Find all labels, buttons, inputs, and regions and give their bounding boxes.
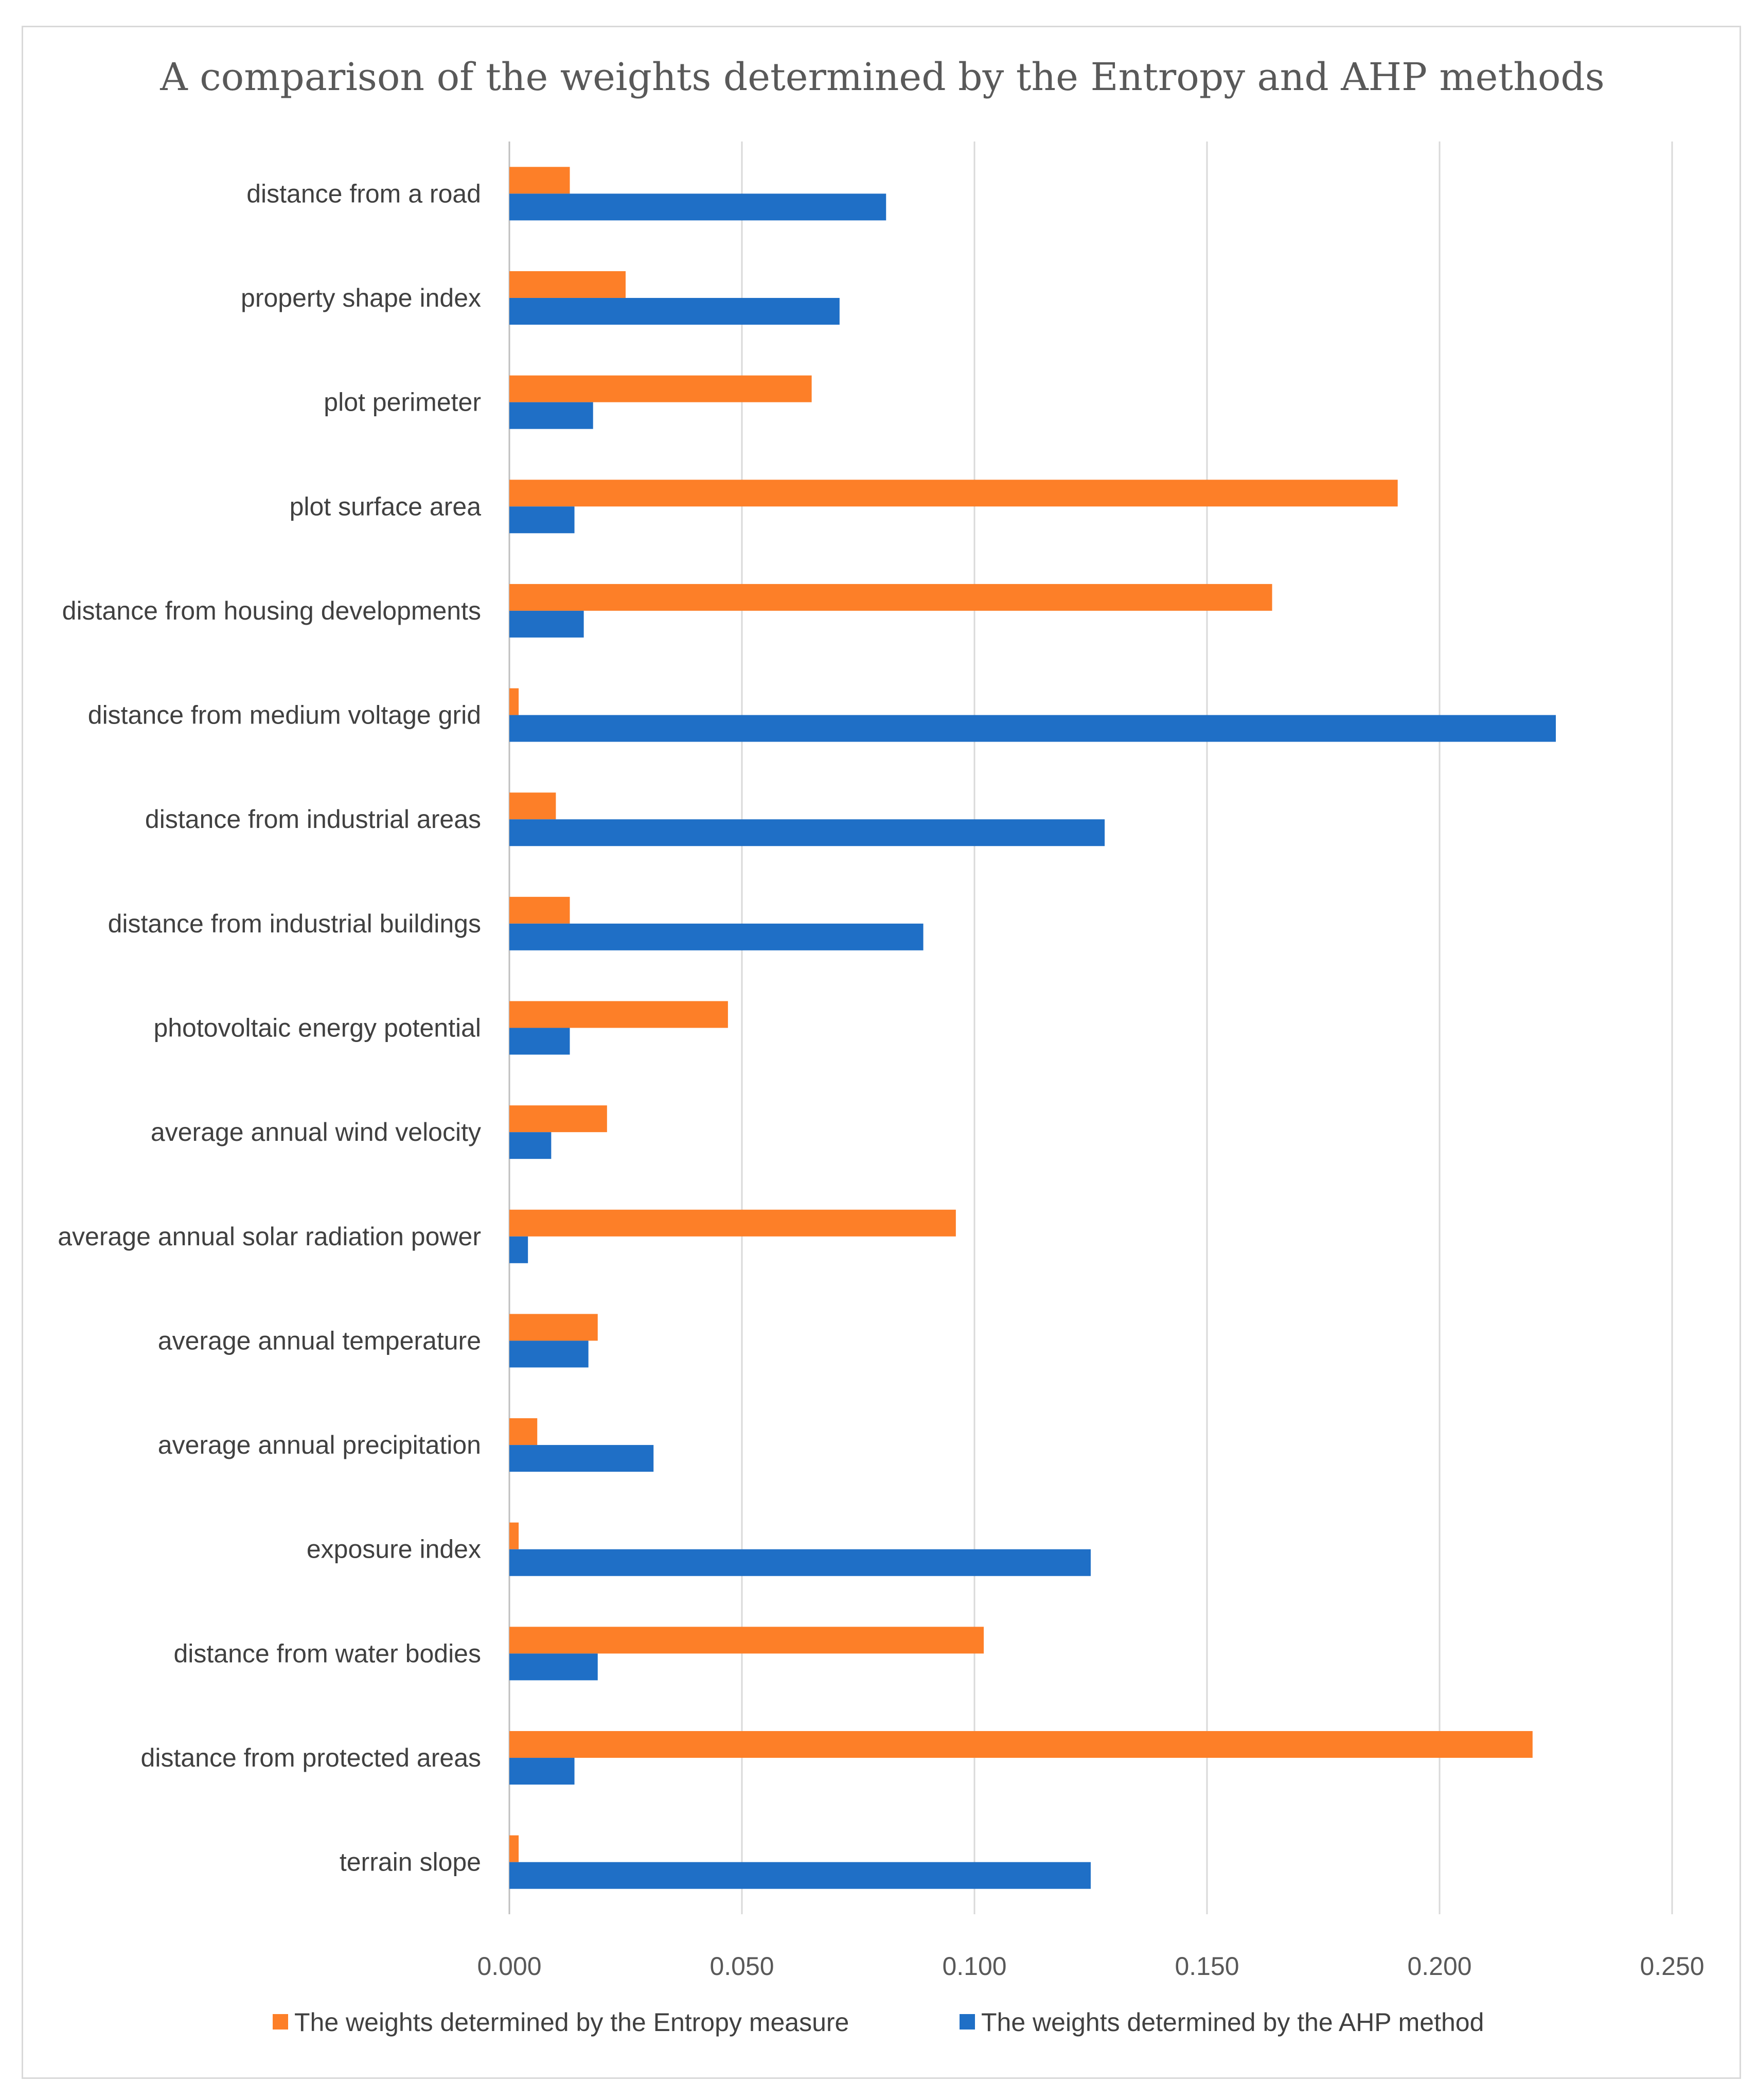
x-tick-labels: 0.000 0.050 0.100 0.150 0.200 0.250 — [477, 1952, 1704, 1981]
legend-swatch — [273, 2014, 288, 2030]
bar-entropy — [509, 167, 570, 194]
bar-entropy — [509, 584, 1272, 611]
category-label: average annual solar radiation power — [58, 1222, 481, 1251]
bar-entropy — [509, 1001, 728, 1028]
x-tick-label: 0.250 — [1640, 1952, 1704, 1981]
category-label: distance from medium voltage grid — [88, 701, 481, 730]
category-label: distance from protected areas — [141, 1743, 481, 1772]
bars — [509, 167, 1556, 1889]
x-tick-label: 0.000 — [477, 1952, 541, 1981]
bar-entropy — [509, 1522, 519, 1549]
legend-label: The weights determined by the Entropy me… — [294, 2008, 849, 2037]
category-label: distance from housing developments — [62, 596, 481, 625]
bar-ahp — [509, 193, 886, 221]
bar-entropy — [509, 375, 812, 402]
bar-entropy — [509, 1627, 984, 1654]
bar-ahp — [509, 1653, 598, 1681]
category-label: distance from industrial areas — [145, 805, 481, 834]
bar-ahp — [509, 1758, 575, 1785]
bar-ahp — [509, 715, 1556, 742]
legend: The weights determined by the Entropy me… — [273, 2008, 1484, 2037]
legend-label: The weights determined by the AHP method — [981, 2008, 1484, 2037]
legend-swatch — [960, 2014, 975, 2030]
bar-entropy — [509, 480, 1398, 507]
bar-entropy — [509, 1731, 1533, 1758]
x-tick-label: 0.100 — [942, 1952, 1006, 1981]
category-label: plot perimeter — [324, 388, 481, 417]
category-label: distance from a road — [246, 179, 481, 208]
category-label: distance from water bodies — [173, 1639, 481, 1668]
x-tick-label: 0.200 — [1407, 1952, 1471, 1981]
bar-entropy — [509, 896, 570, 924]
category-labels: distance from a road property shape index… — [58, 179, 481, 1876]
category-label: plot surface area — [290, 492, 482, 521]
bar-ahp — [509, 1028, 570, 1055]
x-tick-label: 0.050 — [709, 1952, 774, 1981]
bar-ahp — [509, 402, 593, 429]
gridlines — [508, 142, 1673, 1914]
bar-entropy — [509, 1418, 538, 1445]
bar-entropy — [509, 1209, 956, 1237]
bar-ahp — [509, 923, 924, 950]
bar-ahp — [509, 506, 575, 534]
chart-title: A comparison of the weights determined b… — [159, 55, 1605, 99]
bar-ahp — [509, 1549, 1091, 1576]
category-label: property shape index — [241, 284, 481, 312]
category-label: average annual temperature — [158, 1326, 481, 1355]
x-tick-label: 0.150 — [1175, 1952, 1239, 1981]
bar-ahp — [509, 819, 1105, 846]
bar-entropy — [509, 792, 556, 820]
bar-ahp — [509, 1340, 589, 1368]
bar-ahp — [509, 1445, 654, 1472]
bar-entropy — [509, 688, 519, 715]
category-label: average annual wind velocity — [151, 1118, 481, 1146]
bar-entropy — [509, 1105, 607, 1133]
category-label: terrain slope — [340, 1848, 481, 1877]
bar-entropy — [509, 1314, 598, 1341]
bar-ahp — [509, 297, 840, 325]
category-label: distance from industrial buildings — [108, 909, 481, 938]
bar-ahp — [509, 1236, 528, 1263]
category-label: photovoltaic energy potential — [153, 1014, 481, 1043]
category-label: average annual precipitation — [158, 1431, 481, 1459]
bar-entropy — [509, 1835, 519, 1862]
bar-entropy — [509, 271, 626, 298]
bar-ahp — [509, 610, 584, 638]
bar-ahp — [509, 1862, 1091, 1889]
bar-ahp — [509, 1132, 552, 1159]
category-label: exposure index — [307, 1535, 481, 1564]
